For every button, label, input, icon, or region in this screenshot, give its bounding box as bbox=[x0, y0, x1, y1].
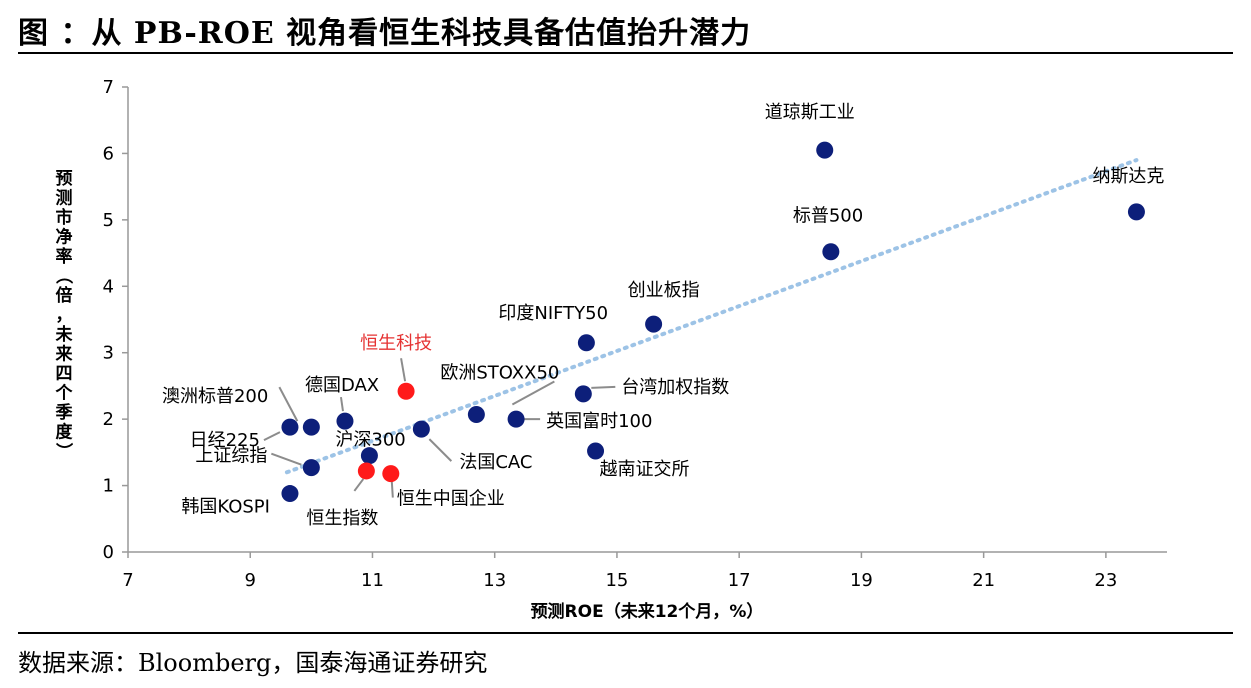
data-point bbox=[382, 465, 400, 483]
data-point bbox=[302, 418, 320, 436]
leader-line bbox=[390, 481, 394, 498]
y-tick-label: 7 bbox=[103, 77, 114, 98]
y-tick-label: 2 bbox=[103, 409, 114, 430]
y-tick-label: 5 bbox=[103, 210, 114, 231]
point-label: 印度NIFTY50 bbox=[498, 303, 608, 324]
y-axis-title-char: 市 bbox=[56, 207, 73, 228]
title-divider bbox=[18, 52, 1233, 54]
point-label: 日经225 bbox=[190, 430, 260, 451]
x-tick-label: 9 bbox=[245, 570, 256, 591]
data-point bbox=[822, 243, 840, 261]
point-label: 英国富时100 bbox=[546, 411, 652, 432]
data-point bbox=[412, 420, 430, 438]
point-label: 韩国KOSPI bbox=[181, 497, 270, 518]
y-axis-title-char: ） bbox=[53, 443, 74, 460]
data-point bbox=[577, 334, 595, 352]
y-axis-title-char: 季 bbox=[56, 402, 73, 423]
x-tick-label: 19 bbox=[850, 570, 873, 591]
point-label: 法国CAC bbox=[459, 452, 532, 473]
source-divider bbox=[18, 632, 1233, 634]
point-label: 欧洲STOXX50 bbox=[440, 362, 559, 383]
x-tick-label: 17 bbox=[728, 570, 751, 591]
data-point bbox=[397, 382, 415, 400]
y-axis-title-char: （ bbox=[53, 267, 74, 284]
x-axis-title: 预测ROE（未来12个月，%） bbox=[531, 601, 764, 622]
y-axis-title-char: 四 bbox=[56, 364, 73, 384]
y-tick-label: 0 bbox=[103, 542, 114, 563]
data-point bbox=[587, 442, 605, 460]
leader-line bbox=[428, 438, 453, 462]
leader-line bbox=[400, 358, 407, 382]
y-axis-title-char: 预 bbox=[56, 169, 73, 189]
x-tick-label: 7 bbox=[122, 570, 133, 591]
leader-line bbox=[591, 385, 616, 389]
x-tick-label: 15 bbox=[605, 570, 628, 591]
y-axis-title-char: 来 bbox=[55, 344, 74, 365]
y-axis-title-char: 测 bbox=[56, 188, 73, 209]
point-label: 恒生科技 bbox=[360, 333, 432, 354]
data-point bbox=[281, 418, 299, 436]
y-axis-title-char: 倍 bbox=[56, 285, 73, 306]
point-label: 越南证交所 bbox=[600, 459, 690, 480]
point-label: 澳洲标普200 bbox=[162, 386, 268, 407]
point-label: 沪深300 bbox=[335, 430, 405, 451]
data-point bbox=[336, 412, 354, 430]
leader-line bbox=[271, 452, 302, 466]
point-label: 上证综指 bbox=[195, 446, 267, 467]
leader-line bbox=[511, 380, 555, 406]
y-axis-title-char: 个 bbox=[55, 383, 74, 404]
trendline bbox=[284, 158, 1139, 475]
data-point bbox=[1127, 203, 1145, 221]
page-title: 图 ：从 PB-ROE 视角看恒生科技具备估值抬升潜力 bbox=[18, 16, 752, 51]
point-label: 标普500 bbox=[793, 206, 863, 227]
y-axis-title-char: 度 bbox=[56, 422, 74, 443]
point-label: 恒生指数 bbox=[306, 508, 378, 529]
y-axis-title-char: 率 bbox=[56, 246, 73, 267]
source-note: 数据来源：Bloomberg，国泰海通证券研究 bbox=[18, 649, 488, 677]
x-tick-label: 11 bbox=[361, 570, 384, 591]
leader-lines bbox=[263, 358, 616, 498]
point-label: 台湾加权指数 bbox=[621, 377, 729, 398]
leader-line bbox=[339, 396, 344, 412]
data-point bbox=[507, 410, 525, 428]
data-point bbox=[467, 405, 485, 423]
x-tick-label: 21 bbox=[972, 570, 995, 591]
y-tick-label: 4 bbox=[103, 276, 114, 297]
point-label: 道琼斯工业 bbox=[765, 102, 855, 123]
leader-line bbox=[353, 478, 365, 492]
y-tick-label: 3 bbox=[103, 343, 114, 364]
leader-line bbox=[278, 386, 299, 422]
y-axis-title-char: 未 bbox=[55, 324, 73, 345]
x-tick-label: 23 bbox=[1094, 570, 1117, 591]
y-axis-title-char: 净 bbox=[56, 227, 73, 248]
data-point bbox=[302, 459, 320, 477]
data-point bbox=[281, 485, 299, 503]
y-axis-title-char: ， bbox=[56, 306, 73, 326]
y-tick-label: 1 bbox=[103, 476, 114, 497]
data-point bbox=[645, 315, 663, 333]
data-point bbox=[574, 385, 592, 403]
point-label: 纳斯达克 bbox=[1092, 166, 1164, 187]
point-label: 创业板指 bbox=[628, 280, 700, 301]
point-label: 恒生中国企业 bbox=[397, 489, 505, 510]
data-point bbox=[816, 141, 834, 159]
point-label: 德国DAX bbox=[305, 375, 379, 396]
leader-line bbox=[263, 431, 281, 442]
data-point bbox=[360, 447, 378, 465]
data-points bbox=[281, 141, 1145, 503]
y-tick-label: 6 bbox=[103, 143, 114, 164]
data-point bbox=[357, 462, 375, 480]
x-tick-label: 13 bbox=[483, 570, 506, 591]
